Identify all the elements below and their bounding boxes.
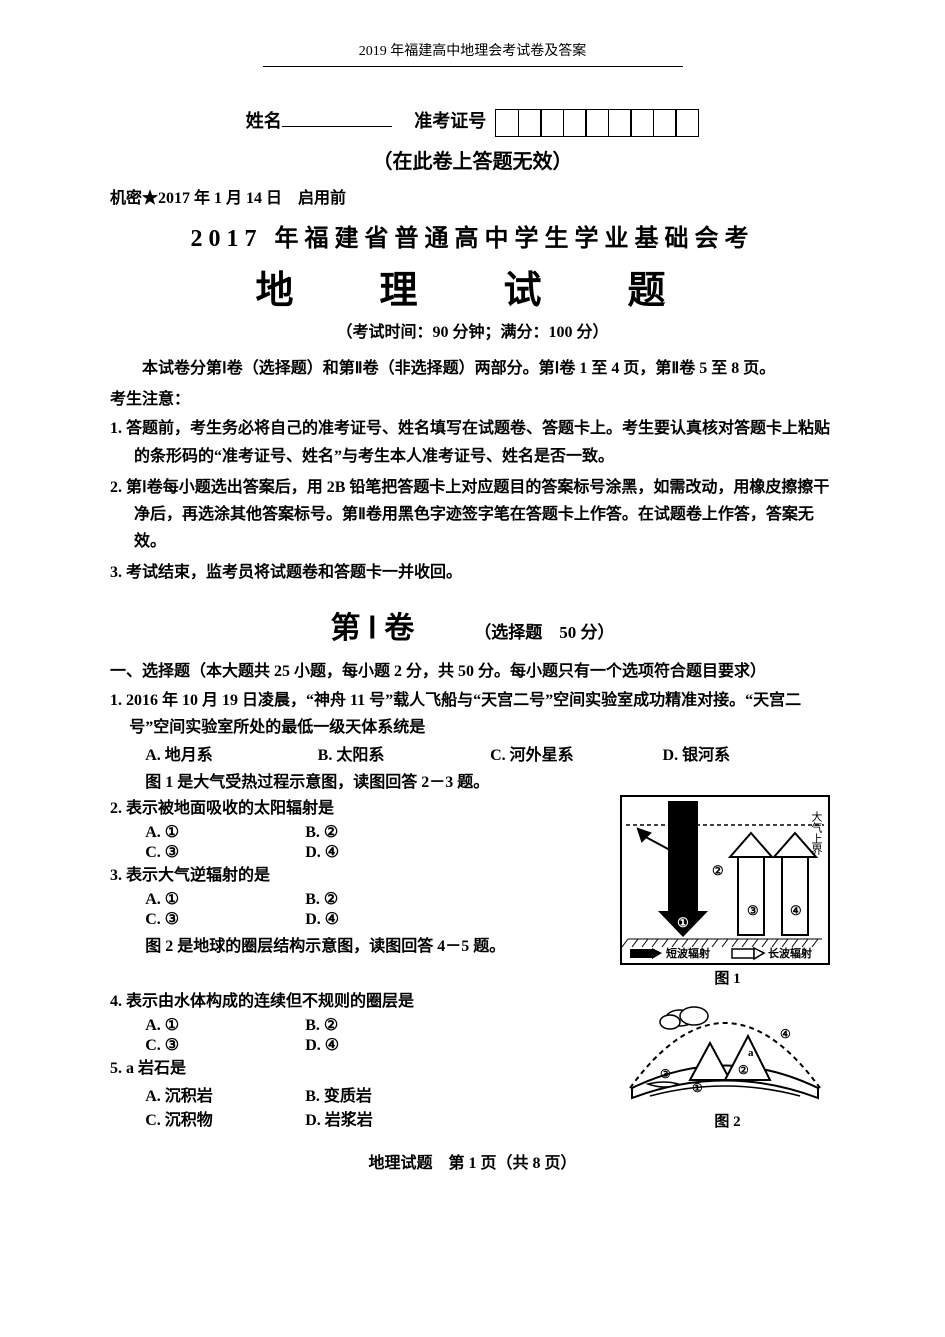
id-box [608,109,632,137]
q4q5-left: 4. 表示由水体构成的连续但不规则的圈层是 A. ① B. ② C. ③ D. … [110,988,608,1130]
fig2-a: a [748,1047,754,1059]
fig2-diagram: ① ② ③ ④ a [620,988,830,1108]
q5-opt-c: C. 沉积物 [145,1106,305,1130]
q1-options: A. 地月系 B. 太阳系 C. 河外星系 D. 银河系 [110,741,835,765]
q5-stem: 5. a 岩石是 [110,1055,608,1082]
fig2-n4: ④ [780,1027,791,1041]
exam-page: 2019 年福建高中地理会考试卷及答案 姓名 准考证号 （在此卷上答题无效） 机… [0,0,945,1213]
q1-opt-a: A. 地月系 [145,741,317,765]
name-blank [282,126,392,127]
id-box [653,109,677,137]
fig2-n1: ① [692,1081,703,1095]
notice-title: 考生注意： [110,385,835,409]
q3-stem: 3. 表示大气逆辐射的是 [110,862,608,889]
q4q5-row: 4. 表示由水体构成的连续但不规则的圈层是 A. ① B. ② C. ③ D. … [110,988,835,1131]
section-1-sub: （选择题 50 分） [474,618,614,643]
q2-opts-row2: C. ③ D. ④ [110,842,608,862]
id-boxes [497,109,700,137]
exam-title-line2: 地 理 试 题 [110,259,835,314]
q5-opt-b: B. 变质岩 [305,1082,465,1106]
q4-opts-row1: A. ① B. ② [110,1015,608,1035]
q1-opt-d: D. 银河系 [663,741,835,765]
id-box [585,109,609,137]
q4-opt-d: D. ④ [305,1035,465,1055]
doc-top-header: 2019 年福建高中地理会考试卷及答案 [110,40,835,60]
exam-title-line1: 2017 年福建省普通高中学生学业基础会考 [110,218,835,253]
q3-opt-b: B. ② [305,889,465,909]
q4-opt-a: A. ① [145,1015,305,1035]
fig1-n2: ② [712,863,724,878]
fig1-n3: ③ [747,903,759,918]
q5-opt-a: A. 沉积岩 [145,1082,305,1106]
id-box [518,109,542,137]
q3-opt-d: D. ④ [305,909,465,929]
q5-opts-row2: C. 沉积物 D. 岩浆岩 [110,1106,608,1130]
q5-opts-row1: A. 沉积岩 B. 变质岩 [110,1082,608,1106]
q3-opt-a: A. ① [145,889,305,909]
q4-opt-b: B. ② [305,1015,465,1035]
fig2-label: 图 2 [620,1110,835,1131]
fig2-note: 图 2 是地球的圈层结构示意图，读图回答 4－5 题。 [110,932,608,956]
q2q3-row: 2. 表示被地面吸收的太阳辐射是 A. ① B. ② C. ③ D. ④ 3. … [110,795,835,988]
q3-opts-row1: A. ① B. ② [110,889,608,909]
id-box [675,109,699,137]
header-underline [263,66,683,67]
q3-opts-row2: C. ③ D. ④ [110,909,608,929]
id-box [563,109,587,137]
fig1-note: 图 1 是大气受热过程示意图，读图回答 2－3 题。 [110,768,835,792]
fig1-legend-short: 短波辐射 [666,945,710,961]
id-label: 准考证号 [414,111,486,131]
fig1-diagram: ② ① ③ ④ 大气上界 短波辐射 长波辐射 [620,795,830,965]
fig1-legend-long: 长波辐射 [768,945,812,961]
fig2-n2: ② [738,1063,749,1077]
q2-opt-d: D. ④ [305,842,465,862]
notice-1: 1. 答题前，考生务必将自己的准考证号、姓名填写在试题卷、答题卡上。考生要认真核… [110,415,835,469]
invalid-note: （在此卷上答题无效） [110,145,835,174]
q4-opt-c: C. ③ [145,1035,305,1055]
section-1-title: 第 Ⅰ 卷 [330,603,414,647]
fig2-n3: ③ [660,1067,671,1081]
id-box [630,109,654,137]
page-footer: 地理试题 第 1 页（共 8 页） [110,1149,835,1173]
name-label: 姓名 [246,111,282,131]
id-box [495,109,519,137]
fig1-col: ② ① ③ ④ 大气上界 短波辐射 长波辐射 图 1 [620,795,835,988]
part-1-title: 一、选择题（本大题共 25 小题，每小题 2 分，共 50 分。每小题只有一个选… [110,657,835,681]
q1-opt-b: B. 太阳系 [318,741,490,765]
exam-meta: （考试时间：90 分钟；满分：100 分） [110,318,835,342]
fig1-label: 图 1 [620,967,835,988]
id-box [540,109,564,137]
q2-opt-a: A. ① [145,822,305,842]
secret-line: 机密★2017 年 1 月 14 日 启用前 [110,184,835,208]
q2-stem: 2. 表示被地面吸收的太阳辐射是 [110,795,608,822]
q1-opt-c: C. 河外星系 [490,741,662,765]
q4-opts-row2: C. ③ D. ④ [110,1035,608,1055]
q3-opt-c: C. ③ [145,909,305,929]
fig1-n1: ① [677,915,689,930]
fig2-col: ① ② ③ ④ a 图 2 [620,988,835,1131]
fig1-n4: ④ [790,903,802,918]
intro-text: 本试卷分第Ⅰ卷（选择题）和第Ⅱ卷（非选择题）两部分。第Ⅰ卷 1 至 4 页，第Ⅱ… [110,356,835,382]
fig2-svg: ① ② ③ ④ a [620,988,830,1108]
section-1-header: 第 Ⅰ 卷 （选择题 50 分） [110,603,835,647]
q5-opt-d: D. 岩浆岩 [305,1106,465,1130]
q2-opts-row1: A. ① B. ② [110,822,608,842]
notice-3: 3. 考试结束，监考员将试题卷和答题卡一并收回。 [110,559,835,586]
q2q3-left: 2. 表示被地面吸收的太阳辐射是 A. ① B. ② C. ③ D. ④ 3. … [110,795,608,959]
q4-stem: 4. 表示由水体构成的连续但不规则的圈层是 [110,988,608,1015]
fig1-top-boundary: 大气上界 [808,811,824,855]
candidate-info-line: 姓名 准考证号 [110,107,835,137]
notice-2: 2. 第Ⅰ卷每小题选出答案后，用 2B 铅笔把答题卡上对应题目的答案标号涂黑，如… [110,474,835,556]
q2-opt-c: C. ③ [145,842,305,862]
q1-stem: 1. 2016 年 10 月 19 日凌晨，“神舟 11 号”载人飞船与“天宫二… [110,687,835,741]
q2-opt-b: B. ② [305,822,465,842]
fig1-svg: ② ① ③ ④ [622,797,828,963]
